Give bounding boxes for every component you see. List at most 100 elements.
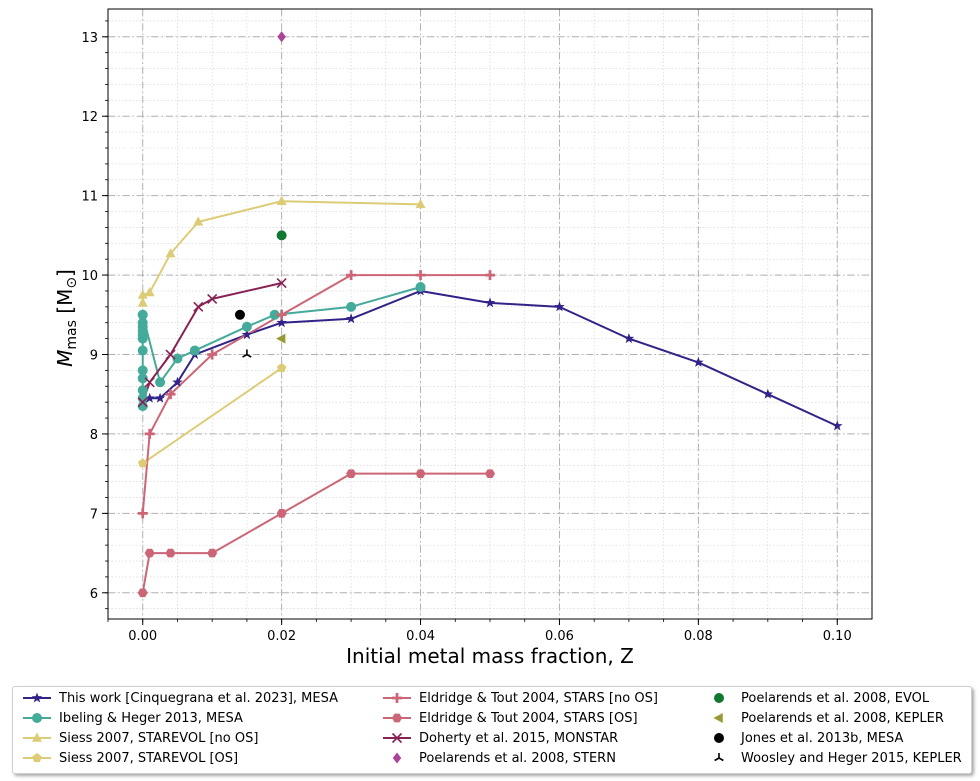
data-point-series-0	[154, 392, 166, 403]
data-point-series-0	[623, 333, 635, 344]
data-point-series-5	[346, 469, 357, 478]
data-point-series-5	[137, 588, 148, 598]
y-tick-label: 10	[81, 269, 98, 284]
grid-lines	[107, 9, 872, 619]
legend-swatch-marker	[392, 752, 402, 764]
legend-label: Woosley and Heger 2015, KEPLER	[741, 750, 962, 766]
legend-item: Doherty et al. 2015, MONSTAR	[381, 728, 618, 748]
legend-swatch-marker	[32, 732, 42, 742]
legend-item: Siess 2007, STAREVOL [no OS]	[21, 728, 258, 748]
legend-label: Siess 2007, STAREVOL [no OS]	[59, 730, 259, 746]
data-point-series-4	[485, 270, 495, 281]
legend-swatch-marker	[714, 753, 724, 762]
x-tick-label: 0.02	[267, 629, 296, 644]
data-point-series-0	[762, 388, 774, 399]
data-point-series-1	[137, 365, 148, 376]
data-point-series-4	[415, 270, 426, 281]
legend-swatch-marker	[32, 753, 42, 763]
legend-swatch	[23, 732, 51, 742]
y-label-sub: mas	[64, 320, 80, 350]
legend-swatch	[714, 733, 724, 743]
legend-item: Ibeling & Heger 2013, MESA	[21, 708, 243, 728]
data-point-series-11	[242, 349, 252, 358]
legend-item: Poelarends et al. 2008, EVOL	[703, 688, 929, 708]
legend-swatch-marker	[714, 693, 724, 703]
data-point-series-4	[137, 508, 148, 519]
y-tick-label: 7	[90, 507, 98, 522]
series-markers	[137, 31, 843, 598]
series-line-5	[141, 472, 490, 593]
series-line-3	[142, 367, 283, 465]
data-point-series-2	[415, 198, 426, 209]
data-point-series-4	[144, 428, 155, 439]
data-point-series-8	[276, 230, 287, 241]
legend-label: Jones et al. 2013b, MESA	[741, 730, 904, 746]
data-point-series-6	[165, 349, 176, 360]
data-point-series-5	[415, 469, 426, 478]
legend-swatch-marker	[391, 732, 403, 744]
y-label-sun-symbol: ⊙	[64, 277, 80, 289]
data-point-series-2	[193, 216, 204, 226]
data-point-series-2	[276, 195, 287, 205]
data-point-series-4	[276, 309, 287, 320]
legend-label: Poelarends et al. 2008, EVOL	[741, 690, 930, 706]
y-tick-label: 13	[81, 31, 98, 46]
data-point-series-0	[554, 301, 565, 312]
data-point-series-7	[277, 31, 286, 43]
legend-label: Eldridge & Tout 2004, STARS [no OS]	[419, 690, 658, 706]
y-tick-label: 11	[81, 190, 98, 205]
legend-item: Eldridge & Tout 2004, STARS [no OS]	[381, 688, 658, 708]
data-point-series-5	[276, 509, 287, 518]
x-tick-label: 0.10	[823, 629, 852, 644]
legend-label: Poelarends et al. 2008, KEPLER	[741, 710, 944, 726]
data-point-series-6	[137, 397, 148, 408]
data-point-series-5	[207, 548, 218, 558]
legend-item: This work [Cinquegrana et al. 2023], MES…	[21, 688, 338, 708]
legend-swatch	[23, 753, 51, 763]
legend: This work [Cinquegrana et al. 2023], MES…	[12, 686, 972, 774]
data-point-series-0	[832, 420, 843, 431]
legend-item: Poelarends et al. 2008, KEPLER	[703, 708, 944, 728]
data-point-series-1	[155, 377, 166, 388]
x-axis-label: Initial metal mass fraction, Z	[346, 644, 634, 668]
data-point-series-0	[345, 313, 357, 324]
data-point-series-1	[137, 345, 148, 356]
data-point-series-1	[346, 301, 357, 312]
legend-swatch	[714, 693, 724, 703]
legend-swatch	[23, 692, 51, 703]
legend-item: Eldridge & Tout 2004, STARS [OS]	[381, 708, 638, 728]
data-point-series-0	[693, 356, 704, 367]
data-point-series-5	[144, 548, 155, 558]
legend-swatch-marker	[32, 713, 42, 723]
legend-swatch-marker	[713, 713, 723, 723]
data-point-series-2	[137, 289, 148, 299]
data-point-series-2	[165, 248, 176, 258]
data-point-series-10	[234, 309, 245, 320]
series-line-6	[141, 282, 282, 403]
data-point-series-1	[137, 309, 148, 320]
y-label-unit-close: ]	[53, 269, 77, 277]
data-point-series-1	[269, 309, 280, 320]
y-label-main: M	[53, 350, 77, 367]
legend-swatch	[713, 713, 723, 723]
y-tick-label: 6	[90, 587, 98, 602]
chart-canvas: 0.00 0.02 0.04 0.06 0.08 0.10 6 7 8 9 10 11 12 13 Ini…	[53, 8, 873, 668]
data-point-series-0	[144, 392, 155, 403]
data-point-series-3	[276, 363, 287, 373]
data-point-series-5	[485, 469, 495, 478]
legend-swatch	[383, 713, 411, 723]
data-point-series-6	[207, 293, 218, 304]
legend-item: Woosley and Heger 2015, KEPLER	[703, 748, 962, 768]
y-tick-label: 9	[90, 349, 98, 364]
data-point-series-0	[484, 297, 496, 308]
data-point-series-0	[172, 376, 183, 387]
data-point-series-5	[165, 548, 176, 558]
data-point-series-6	[193, 301, 204, 312]
data-point-series-1	[189, 345, 200, 356]
y-axis-label: Mmas [M⊙]	[53, 269, 80, 367]
legend-label: This work [Cinquegrana et al. 2023], MES…	[59, 690, 338, 706]
axis-ticks: 0.00 0.02 0.04 0.06 0.08 0.10 6 7 8 9 10 11 12 13	[81, 20, 852, 644]
legend-swatch	[383, 693, 411, 703]
x-tick-label: 0.08	[684, 629, 713, 644]
legend-label: Siess 2007, STAREVOL [OS]	[59, 750, 239, 766]
